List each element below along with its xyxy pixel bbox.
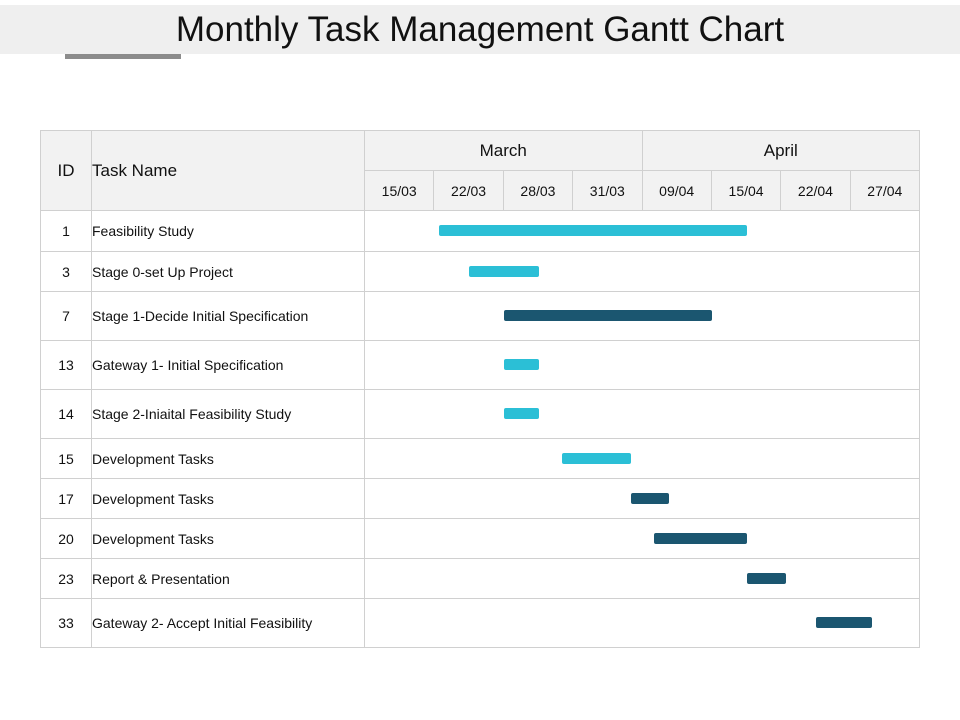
date-header-15-03: 15/03 xyxy=(363,170,435,211)
task-name: Stage 0-set Up Project xyxy=(91,251,365,292)
table-row: 7 Stage 1-Decide Initial Specification xyxy=(40,291,920,341)
task-id: 3 xyxy=(40,251,92,292)
page-title: Monthly Task Management Gantt Chart xyxy=(175,10,785,49)
task-timeline xyxy=(364,518,920,559)
task-name: Gateway 1- Initial Specification xyxy=(91,340,365,390)
table-row: 1 Feasibility Study xyxy=(40,210,920,252)
task-id: 33 xyxy=(40,598,92,648)
task-bar xyxy=(654,532,747,544)
task-timeline xyxy=(364,598,920,648)
date-header-27-04: 27/04 xyxy=(849,170,921,211)
task-name: Gateway 2- Accept Initial Feasibility xyxy=(91,598,365,648)
task-name-column-header: Task Name xyxy=(91,130,365,211)
date-header-28-03: 28/03 xyxy=(502,170,574,211)
task-bar xyxy=(504,310,712,321)
task-timeline xyxy=(364,389,920,439)
date-header-22-03: 22/03 xyxy=(433,170,504,211)
task-timeline xyxy=(364,558,920,599)
task-id: 17 xyxy=(40,478,92,519)
task-name: Development Tasks xyxy=(91,518,365,559)
task-bar xyxy=(631,492,670,504)
task-id: 20 xyxy=(40,518,92,559)
task-bar xyxy=(562,452,631,464)
task-name: Feasibility Study xyxy=(91,210,365,252)
task-id: 15 xyxy=(40,438,92,479)
table-row: 13 Gateway 1- Initial Specification xyxy=(40,340,920,390)
date-header-15-04: 15/04 xyxy=(710,170,782,211)
task-id: 7 xyxy=(40,291,92,341)
task-timeline xyxy=(364,291,920,341)
title-band xyxy=(0,5,960,54)
task-bar xyxy=(469,265,539,277)
title-accent-bar xyxy=(65,54,181,59)
date-header-09-04: 09/04 xyxy=(641,170,712,211)
table-row: 20 Development Tasks xyxy=(40,518,920,559)
table-row: 3 Stage 0-set Up Project xyxy=(40,251,920,292)
task-id: 14 xyxy=(40,389,92,439)
table-row: 15 Development Tasks xyxy=(40,438,920,479)
date-header-31-03: 31/03 xyxy=(572,170,643,211)
table-row: 17 Development Tasks xyxy=(40,478,920,519)
table-row: 33 Gateway 2- Accept Initial Feasibility xyxy=(40,598,920,648)
task-timeline xyxy=(364,478,920,519)
task-bar xyxy=(504,408,539,419)
task-name: Development Tasks xyxy=(91,438,365,479)
task-name: Stage 1-Decide Initial Specification xyxy=(91,291,365,341)
table-row: 23 Report & Presentation xyxy=(40,558,920,599)
task-name: Report & Presentation xyxy=(91,558,365,599)
month-header-march: March xyxy=(364,130,643,171)
task-id: 13 xyxy=(40,340,92,390)
task-timeline xyxy=(364,340,920,390)
task-bar xyxy=(747,572,787,584)
task-timeline xyxy=(364,438,920,479)
task-bar xyxy=(439,225,747,236)
id-column-header: ID xyxy=(40,130,92,211)
month-header-april: April xyxy=(641,130,920,171)
task-bar xyxy=(816,617,872,628)
task-name: Stage 2-Iniaital Feasibility Study xyxy=(91,389,365,439)
date-header-22-04: 22/04 xyxy=(780,170,851,211)
task-timeline xyxy=(364,251,920,292)
table-row: 14 Stage 2-Iniaital Feasibility Study xyxy=(40,389,920,439)
task-name: Development Tasks xyxy=(91,478,365,519)
gantt-table: ID Task Name March April 15/03 22/03 28/03… xyxy=(40,130,921,648)
task-id: 1 xyxy=(40,210,92,252)
task-timeline xyxy=(364,210,920,252)
task-bar xyxy=(504,359,539,370)
task-id: 23 xyxy=(40,558,92,599)
